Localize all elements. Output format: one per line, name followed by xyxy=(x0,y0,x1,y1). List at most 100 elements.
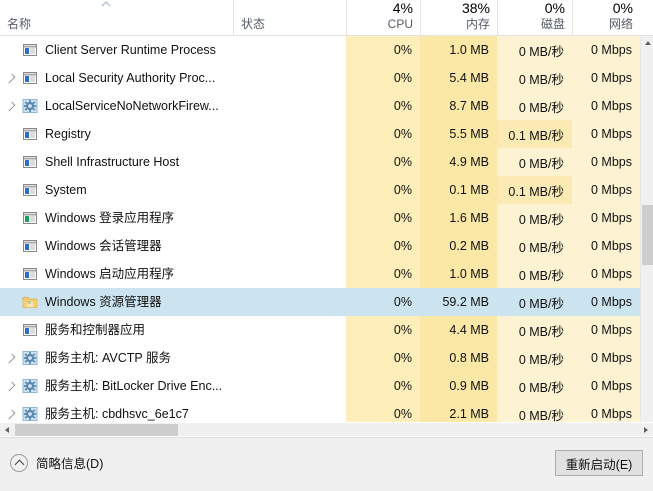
column-header-disk-label: 磁盘 xyxy=(540,17,565,31)
column-header-status[interactable]: 状态 xyxy=(233,0,346,35)
process-memory-cell: 5.5 MB xyxy=(420,120,497,148)
process-network-cell: 0 Mbps xyxy=(572,176,640,204)
process-name-label: 服务主机: BitLocker Drive Enc... xyxy=(45,379,223,393)
process-disk-cell: 0 MB/秒 xyxy=(497,316,572,344)
process-name-cell[interactable]: System xyxy=(0,176,233,204)
app-window-icon xyxy=(22,70,38,86)
table-row[interactable]: 服务主机: BitLocker Drive Enc... 0% 0.9 MB 0 MB… xyxy=(0,372,640,400)
column-header-cpu-label: CPU xyxy=(387,17,413,31)
process-name-label: Registry xyxy=(45,127,91,141)
process-cpu-cell: 0% xyxy=(346,232,420,260)
process-name-cell[interactable]: Windows 会话管理器 xyxy=(0,232,233,260)
table-row[interactable]: Windows 启动应用程序 0% 1.0 MB 0 MB/秒 0 Mbps xyxy=(0,260,640,288)
process-name-label: Windows 启动应用程序 xyxy=(45,267,175,281)
table-row[interactable]: Windows 资源管理器 0% 59.2 MB 0 MB/秒 0 Mbps xyxy=(0,288,640,316)
process-name-label: 服务和控制器应用 xyxy=(45,323,146,337)
table-row[interactable]: Windows 登录应用程序 0% 1.6 MB 0 MB/秒 0 Mbps xyxy=(0,204,640,232)
process-memory-cell: 0.2 MB xyxy=(420,232,497,260)
column-header-status-pct xyxy=(241,1,339,17)
scroll-right-arrow-icon[interactable] xyxy=(639,423,653,437)
table-row[interactable]: Windows 会话管理器 0% 0.2 MB 0 MB/秒 0 Mbps xyxy=(0,232,640,260)
table-row[interactable]: 服务主机: AVCTP 服务 0% 0.8 MB 0 MB/秒 0 Mbps xyxy=(0,344,640,372)
vertical-scrollbar-thumb[interactable] xyxy=(642,205,653,265)
app-window-icon xyxy=(22,322,38,338)
app-window-icon xyxy=(22,42,38,58)
process-name-cell[interactable]: 服务主机: BitLocker Drive Enc... xyxy=(0,372,233,400)
process-cpu-cell: 0% xyxy=(346,344,420,372)
column-header-cpu[interactable]: 4% CPU xyxy=(346,0,420,35)
fewer-details-button[interactable]: 简略信息(D) xyxy=(10,453,103,472)
restart-button[interactable]: 重新启动(E) xyxy=(555,450,643,476)
process-name-label: 服务主机: AVCTP 服务 xyxy=(45,351,171,365)
process-memory-cell: 0.1 MB xyxy=(420,176,497,204)
table-row[interactable]: LocalServiceNoNetworkFirew... 0% 8.7 MB 0 M… xyxy=(0,92,640,120)
folder-icon xyxy=(22,294,38,310)
process-network-cell: 0 Mbps xyxy=(572,64,640,92)
process-name-label: Client Server Runtime Process xyxy=(45,43,216,57)
process-status-cell xyxy=(233,316,346,344)
process-list[interactable]: Client Server Runtime Process 0% 1.0 MB 0 M… xyxy=(0,36,640,436)
horizontal-scrollbar[interactable] xyxy=(0,422,653,436)
column-header-row: 名称 状态 4% CPU 38% 内存 0% 磁盘 0% 网络 xyxy=(0,0,653,36)
process-name-cell[interactable]: Windows 登录应用程序 xyxy=(0,204,233,232)
app-window-icon xyxy=(22,182,38,198)
table-row[interactable]: Local Security Authority Proc... 0% 5.4 MB… xyxy=(0,64,640,92)
expander-placeholder xyxy=(0,204,22,232)
expander-placeholder xyxy=(0,120,22,148)
column-header-name[interactable]: 名称 xyxy=(0,0,233,35)
process-memory-cell: 0.9 MB xyxy=(420,372,497,400)
table-row[interactable]: 服务和控制器应用 0% 4.4 MB 0 MB/秒 0 Mbps xyxy=(0,316,640,344)
expander-placeholder xyxy=(0,176,22,204)
column-header-network[interactable]: 0% 网络 xyxy=(572,0,640,35)
table-row[interactable]: Client Server Runtime Process 0% 1.0 MB 0 M… xyxy=(0,36,640,64)
process-status-cell xyxy=(233,204,346,232)
process-memory-cell: 1.0 MB xyxy=(420,36,497,64)
expander-chevron-right-icon[interactable] xyxy=(0,372,22,400)
process-name-cell[interactable]: Shell Infrastructure Host xyxy=(0,148,233,176)
column-header-memory[interactable]: 38% 内存 xyxy=(420,0,497,35)
process-name-cell[interactable]: 服务主机: AVCTP 服务 xyxy=(0,344,233,372)
process-cpu-cell: 0% xyxy=(346,92,420,120)
table-row[interactable]: System 0% 0.1 MB 0.1 MB/秒 0 Mbps xyxy=(0,176,640,204)
expander-placeholder xyxy=(0,288,22,316)
process-name-cell[interactable]: Local Security Authority Proc... xyxy=(0,64,233,92)
column-header-disk[interactable]: 0% 磁盘 xyxy=(497,0,572,35)
process-status-cell xyxy=(233,92,346,120)
expander-placeholder xyxy=(0,232,22,260)
process-name-cell[interactable]: 服务和控制器应用 xyxy=(0,316,233,344)
process-name-cell[interactable]: Windows 资源管理器 xyxy=(0,288,233,316)
process-status-cell xyxy=(233,176,346,204)
horizontal-scrollbar-thumb[interactable] xyxy=(15,424,178,436)
scroll-left-arrow-icon[interactable] xyxy=(0,423,14,437)
process-name-label: LocalServiceNoNetworkFirew... xyxy=(45,99,219,113)
process-status-cell xyxy=(233,148,346,176)
column-header-network-pct: 0% xyxy=(612,0,633,16)
process-cpu-cell: 0% xyxy=(346,64,420,92)
expander-chevron-right-icon[interactable] xyxy=(0,92,22,120)
process-memory-cell: 1.0 MB xyxy=(420,260,497,288)
table-row[interactable]: Registry 0% 5.5 MB 0.1 MB/秒 0 Mbps xyxy=(0,120,640,148)
process-name-cell[interactable]: Client Server Runtime Process xyxy=(0,36,233,64)
process-network-cell: 0 Mbps xyxy=(572,372,640,400)
process-name-label: Shell Infrastructure Host xyxy=(45,155,180,169)
process-memory-cell: 4.9 MB xyxy=(420,148,497,176)
table-row[interactable]: Shell Infrastructure Host 0% 4.9 MB 0 MB/秒 0… xyxy=(0,148,640,176)
process-cpu-cell: 0% xyxy=(346,148,420,176)
process-name-cell[interactable]: LocalServiceNoNetworkFirew... xyxy=(0,92,233,120)
process-name-cell[interactable]: Windows 启动应用程序 xyxy=(0,260,233,288)
process-memory-cell: 0.8 MB xyxy=(420,344,497,372)
process-network-cell: 0 Mbps xyxy=(572,204,640,232)
vertical-scrollbar[interactable] xyxy=(640,36,653,436)
process-name-cell[interactable]: Registry xyxy=(0,120,233,148)
expander-chevron-right-icon[interactable] xyxy=(0,64,22,92)
process-memory-cell: 5.4 MB xyxy=(420,64,497,92)
process-name-label: Windows 登录应用程序 xyxy=(45,211,175,225)
expander-placeholder xyxy=(0,148,22,176)
sort-ascending-icon xyxy=(101,1,111,7)
process-disk-cell: 0 MB/秒 xyxy=(497,344,572,372)
expander-chevron-right-icon[interactable] xyxy=(0,344,22,372)
process-network-cell: 0 Mbps xyxy=(572,92,640,120)
app-window-icon xyxy=(22,126,38,142)
scroll-up-arrow-icon[interactable] xyxy=(641,36,653,50)
